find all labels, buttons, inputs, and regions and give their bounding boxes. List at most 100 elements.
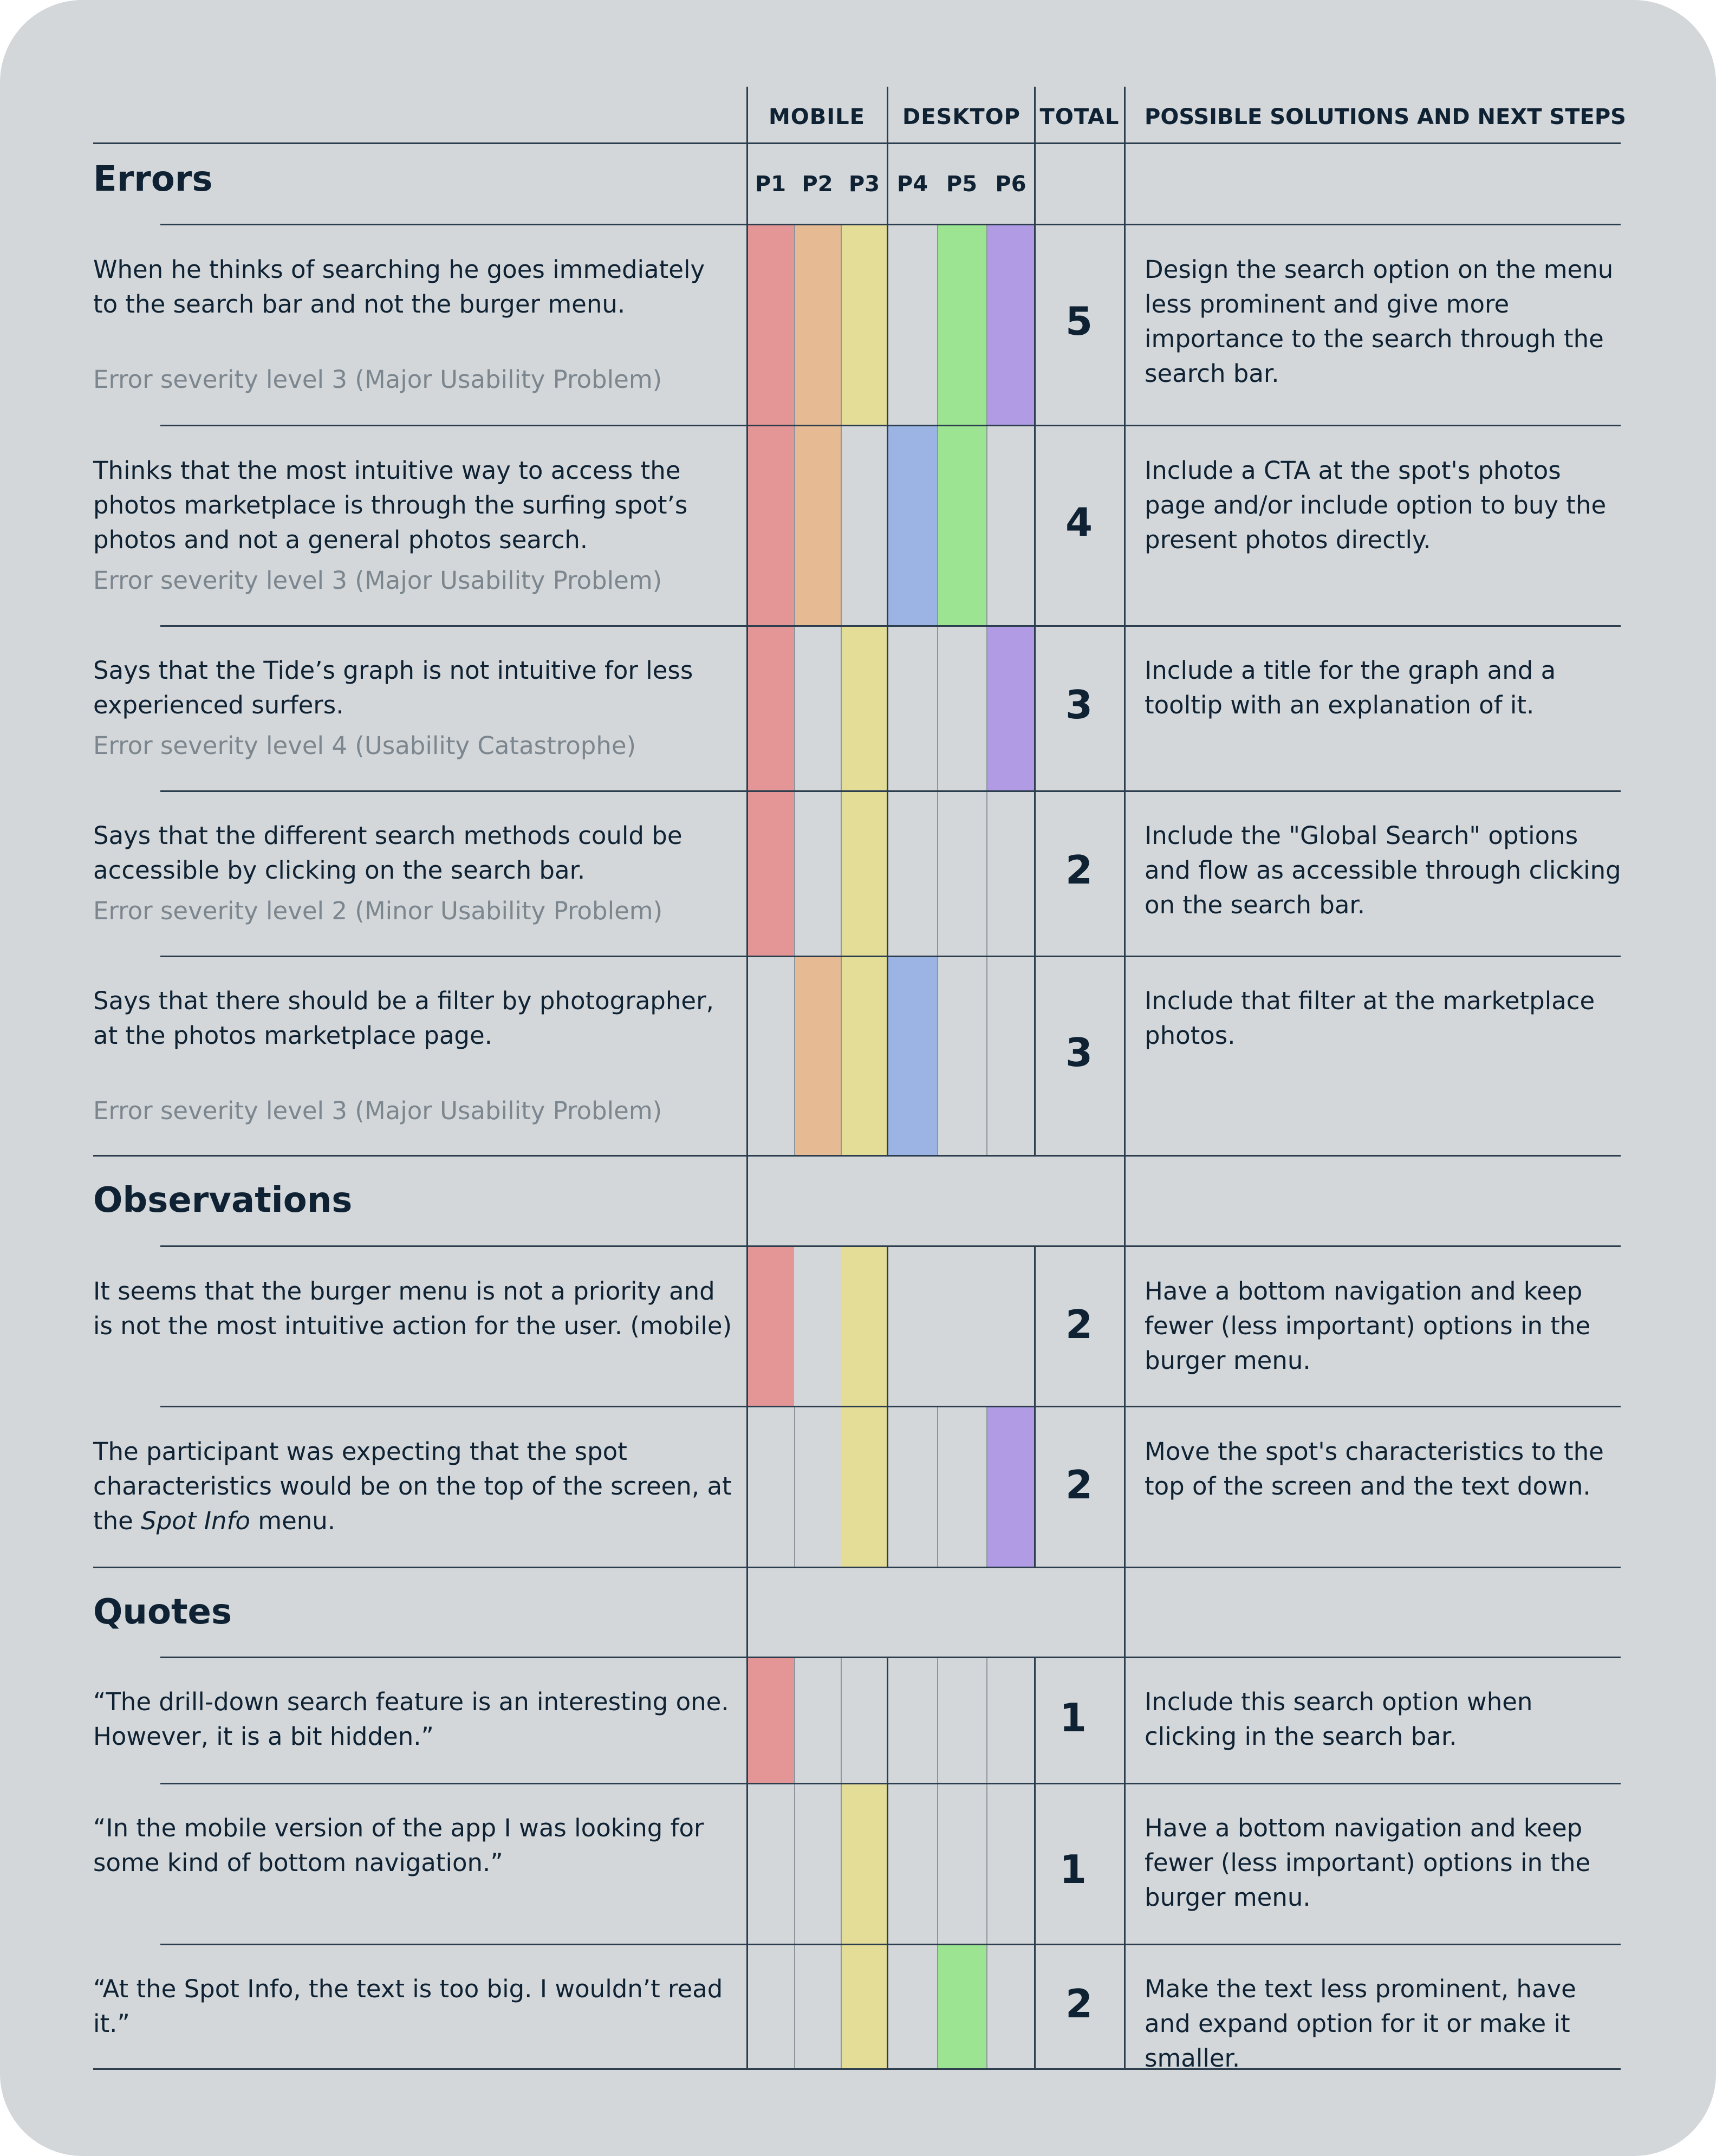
header-p1: P1	[755, 172, 786, 197]
cell-r9-p2	[794, 1783, 841, 1944]
cell-r7-p2	[794, 1406, 841, 1567]
divider-mobile-desktop-quotes	[887, 1657, 888, 2069]
cell-r1-p6	[986, 224, 1035, 425]
cell-r4-p2	[794, 791, 841, 956]
divider-p1-p2-quotes	[794, 1657, 795, 2069]
cell-r8-p4	[888, 1657, 937, 1783]
cell-r10-p4	[888, 1944, 937, 2069]
cell-r7-p3	[841, 1406, 888, 1567]
cell-r4-p1	[747, 791, 794, 956]
cell-r2-p3	[841, 425, 888, 626]
row-4-text: Says that the different search methods c…	[93, 821, 682, 885]
divider-total-solutions	[1124, 87, 1126, 2069]
quotes-header-line	[160, 1657, 1621, 1658]
header-desktop: DESKTOP	[902, 105, 1020, 129]
row-1-text: When he thinks of searching he goes imme…	[93, 255, 705, 319]
cell-r10-p5	[937, 1944, 986, 2069]
row-8-total: 1	[1059, 1695, 1087, 1741]
cell-r9-p5	[937, 1783, 986, 1944]
row-9-text: “In the mobile version of the app I was …	[93, 1814, 704, 1877]
section-line-quotes	[93, 1567, 1621, 1568]
cell-r1-p3	[841, 224, 888, 425]
row-3-total: 3	[1065, 682, 1093, 728]
cell-r8-p5	[937, 1657, 986, 1783]
row-2-total: 4	[1065, 499, 1093, 545]
cell-r4-p6	[986, 791, 1035, 956]
divider-p4-p5	[937, 224, 938, 1155]
cell-r8-p1	[747, 1657, 794, 1783]
row-7-solution: Move the spot's characteristics to the t…	[1145, 1437, 1604, 1501]
errors-header-line	[160, 224, 1621, 225]
header-mobile: MOBILE	[769, 105, 865, 129]
divider-p4-p5-obs	[937, 1406, 938, 1567]
row-1-solution: Design the search option on the menu les…	[1145, 255, 1614, 388]
cell-r2-p5	[937, 425, 986, 626]
row-line-9	[160, 1944, 1621, 1945]
cell-r1-p4	[888, 224, 937, 425]
cell-r6-p4	[888, 1246, 937, 1406]
cell-r2-p1	[747, 425, 794, 626]
observations-header-line	[160, 1245, 1621, 1247]
row-5-solution: Include that filter at the marketplace p…	[1145, 986, 1595, 1050]
cell-r2-p2	[794, 425, 841, 626]
row-2-text: Thinks that the most intuitive way to ac…	[93, 456, 688, 554]
section-title-errors: Errors	[93, 159, 213, 199]
section-line-observations	[93, 1155, 1621, 1157]
row-7-text-start: The participant was expecting that the s…	[93, 1437, 732, 1535]
divider-p1-p2-obs	[794, 1406, 795, 1567]
row-9-total: 1	[1059, 1847, 1087, 1892]
row-8-text: “The drill-down search feature is an int…	[93, 1687, 729, 1751]
cell-r6-p5	[937, 1246, 986, 1406]
row-6-text: It seems that the burger menu is not a p…	[93, 1277, 732, 1340]
row-line-2	[160, 625, 1621, 627]
cell-r7-p1	[747, 1406, 794, 1567]
row-5-severity: Error severity level 3 (Major Usability …	[93, 1096, 662, 1125]
cell-r4-p3	[841, 791, 888, 956]
row-1-severity: Error severity level 3 (Major Usability …	[93, 365, 662, 394]
cell-r5-p5	[937, 956, 986, 1155]
cell-r3-p2	[794, 626, 841, 791]
cell-r4-p5	[937, 791, 986, 956]
divider-p5-p6-quotes	[986, 1657, 987, 2069]
row-5-text: Says that there should be a filter by ph…	[93, 986, 714, 1050]
section-title-quotes: Quotes	[93, 1592, 232, 1632]
row-6-solution: Have a bottom navigation and keep fewer …	[1145, 1277, 1591, 1375]
row-line-1	[160, 425, 1621, 426]
header-p4: P4	[896, 172, 928, 197]
cell-r2-p6	[986, 425, 1035, 626]
row-8-solution: Include this search option when clicking…	[1145, 1687, 1533, 1751]
row-10-text: “At the Spot Info, the text is too big. …	[93, 1975, 723, 2038]
header-p5: P5	[946, 172, 978, 197]
divider-p1-p2	[794, 224, 795, 1155]
row-3-text: Says that the Tide’s graph is not intuit…	[93, 656, 693, 719]
cell-r1-p2	[794, 224, 841, 425]
header-solutions: POSSIBLE SOLUTIONS AND NEXT STEPS	[1145, 105, 1626, 129]
cell-r6-p1	[747, 1246, 794, 1406]
divider-p5-p6-obs	[986, 1406, 987, 1567]
row-2-solution: Include a CTA at the spot's photos page …	[1145, 456, 1607, 554]
cell-r5-p4	[888, 956, 937, 1155]
cell-r1-p1	[747, 224, 794, 425]
cell-r8-p6	[986, 1657, 1035, 1783]
divider-desktop-total-quotes	[1034, 1657, 1036, 2069]
cell-r8-p3	[841, 1657, 888, 1783]
divider-p2-p3	[841, 224, 842, 1155]
cell-r6-p6	[986, 1246, 1035, 1406]
cell-r7-p4	[888, 1406, 937, 1567]
cell-r9-p3	[841, 1783, 888, 1944]
cell-r3-p3	[841, 626, 888, 791]
cell-r9-p1	[747, 1783, 794, 1944]
row-line-8	[160, 1783, 1621, 1784]
cell-r5-p6	[986, 956, 1035, 1155]
cell-r7-p6	[986, 1406, 1035, 1567]
row-line-4	[160, 956, 1621, 957]
cell-r10-p2	[794, 1944, 841, 2069]
cell-r9-p6	[986, 1783, 1035, 1944]
header-total: TOTAL	[1039, 105, 1120, 129]
cell-r7-p5	[937, 1406, 986, 1567]
row-5-total: 3	[1065, 1030, 1093, 1075]
section-title-observations: Observations	[93, 1180, 353, 1220]
row-7-text-italic: Spot Info	[141, 1506, 250, 1535]
row-9-solution: Have a bottom navigation and keep fewer …	[1145, 1814, 1591, 1912]
divider-mobile-desktop	[887, 87, 888, 1155]
